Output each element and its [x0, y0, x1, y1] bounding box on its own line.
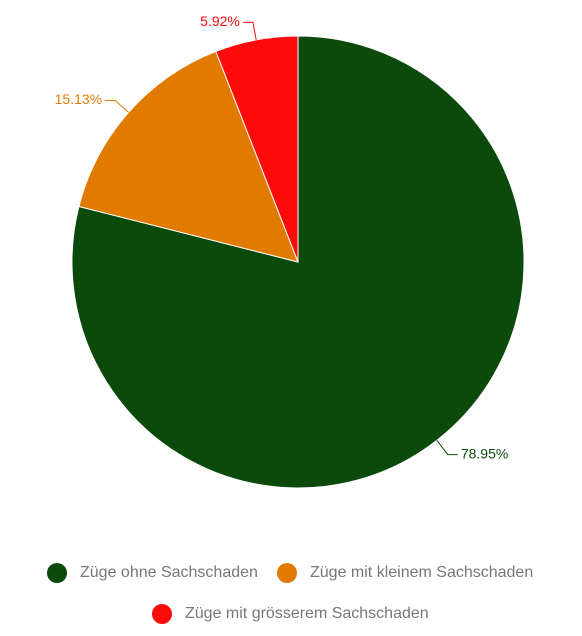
leader-line: [436, 440, 458, 456]
legend-label: Züge ohne Sachschaden: [80, 564, 258, 581]
legend-marker: [47, 563, 67, 583]
leader-line: [242, 21, 257, 40]
pie-slice: [215, 35, 299, 263]
data-label: 15.13%: [55, 91, 102, 107]
legend-marker: [152, 604, 172, 624]
data-label: 78.95%: [461, 445, 508, 461]
legend-label: Züge mit kleinem Sachschaden: [310, 564, 533, 581]
data-label: 5.92%: [200, 13, 240, 29]
legend-marker: [277, 563, 297, 583]
leader-line: [105, 99, 129, 113]
legend-label: Züge mit grösserem Sachschaden: [185, 605, 429, 622]
